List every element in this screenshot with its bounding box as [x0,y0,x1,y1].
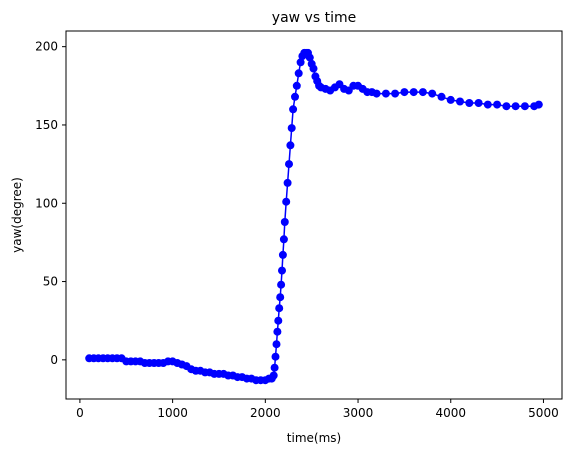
data-point [502,102,511,111]
series-layer [85,48,543,385]
data-point [391,89,400,98]
data-point [273,327,282,336]
data-point [381,89,390,98]
data-point [483,100,492,109]
data-point [418,88,427,97]
data-point [283,178,292,187]
data-point [465,99,474,107]
y-tick-label: 200 [35,40,58,54]
data-point [305,53,314,62]
chart-title: yaw vs time [272,10,356,26]
data-point [279,235,288,244]
data-point [272,340,281,349]
data-point [278,266,286,275]
y-axis-label: yaw(degree) [10,177,24,253]
data-point [446,95,455,104]
data-point [511,102,520,111]
x-tick-label: 0 [76,406,84,420]
data-point [437,92,446,101]
data-point [289,105,298,114]
data-point [286,141,295,150]
data-point [520,102,529,111]
data-point [271,352,280,361]
data-point [278,250,287,259]
data-point [372,89,381,98]
data-point [428,89,437,98]
x-axis-ticks: 0 1000 2000 3000 4000 5000 [76,399,559,420]
y-tick-label: 50 [43,275,58,289]
data-point [276,293,285,302]
data-point [409,88,418,97]
data-point [292,81,301,90]
data-point [275,304,284,313]
x-tick-label: 4000 [435,406,466,420]
data-point [400,88,409,97]
data-point [269,371,278,380]
data-point [456,97,464,106]
data-point [277,280,286,289]
data-point [474,99,483,107]
data-point [493,100,502,109]
data-point [294,69,303,78]
x-tick-label: 5000 [528,406,559,420]
data-point [534,100,543,109]
data-point [274,316,283,325]
plot-area [65,30,563,400]
data-point [309,64,318,73]
data-point [291,92,299,101]
y-tick-label: 0 [50,353,58,367]
y-tick-label: 100 [35,196,58,210]
x-tick-label: 2000 [250,406,281,420]
data-point [280,218,289,226]
x-tick-label: 1000 [157,406,188,420]
y-tick-label: 150 [35,118,58,132]
data-point [282,197,291,206]
data-point [287,124,296,133]
x-axis-label: time(ms) [287,431,341,445]
data-point [285,160,293,169]
x-tick-label: 3000 [343,406,374,420]
data-point [296,58,305,67]
y-axis-ticks: 0 50 100 150 200 [35,40,66,367]
data-point [270,363,279,372]
